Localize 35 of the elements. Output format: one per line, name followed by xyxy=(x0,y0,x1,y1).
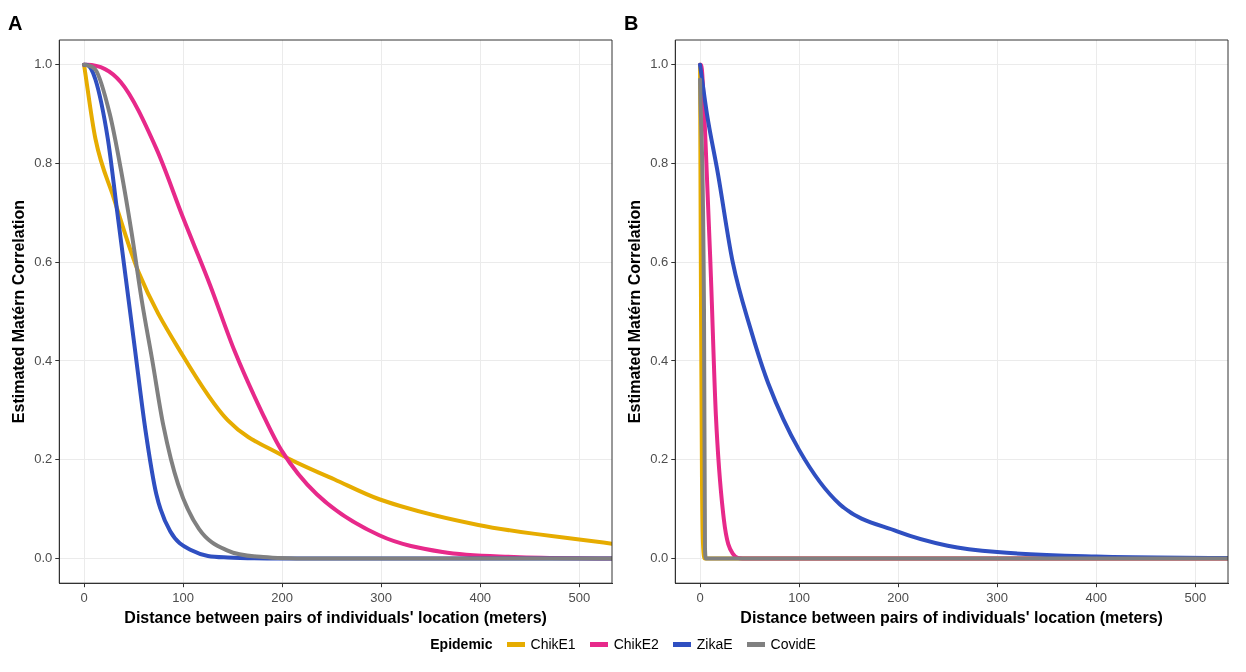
x-tick-label: 500 xyxy=(1184,589,1207,605)
y-tick-label: 0.2 xyxy=(34,451,53,467)
x-tick-label: 100 xyxy=(172,589,194,605)
x-tick-label: 100 xyxy=(788,589,810,605)
x-tick-label: 300 xyxy=(986,589,1009,605)
y-tick-label: 0.4 xyxy=(650,352,669,368)
chart-title: B xyxy=(624,11,639,34)
legend-label: ZikaE xyxy=(696,636,733,652)
y-tick-label: 0.8 xyxy=(650,155,669,171)
x-axis-title: Distance between pairs of individuals' location (meters) xyxy=(740,608,1163,626)
y-tick-label: 0.6 xyxy=(34,253,53,269)
x-tick-label: 0 xyxy=(80,589,88,605)
legend-label: ChikE1 xyxy=(530,636,576,652)
y-tick-label: 0.0 xyxy=(34,550,53,566)
x-axis-title: Distance between pairs of individuals' location (meters) xyxy=(124,608,547,626)
x-tick-label: 0 xyxy=(696,589,704,605)
legend-label: ChikE2 xyxy=(613,636,659,652)
y-tick-label: 1.0 xyxy=(650,56,669,72)
y-axis-title: Estimated Matérn Correlation xyxy=(626,200,644,424)
chart-title: A xyxy=(8,11,23,34)
y-tick-label: 1.0 xyxy=(34,56,53,72)
y-tick-label: 0.8 xyxy=(34,155,53,171)
x-tick-label: 500 xyxy=(568,589,591,605)
y-tick-label: 0.4 xyxy=(34,352,53,368)
x-tick-label: 300 xyxy=(370,589,393,605)
x-tick-label: 200 xyxy=(887,589,909,605)
y-tick-label: 0.6 xyxy=(650,253,669,269)
legend-label: CovidE xyxy=(770,636,816,652)
legend-title: Epidemic xyxy=(430,636,493,652)
y-tick-label: 0.0 xyxy=(650,550,669,566)
y-axis-title: Estimated Matérn Correlation xyxy=(10,200,28,424)
x-tick-label: 400 xyxy=(1085,589,1108,605)
y-tick-label: 0.2 xyxy=(650,451,669,467)
x-tick-label: 400 xyxy=(469,589,492,605)
x-tick-label: 200 xyxy=(271,589,293,605)
